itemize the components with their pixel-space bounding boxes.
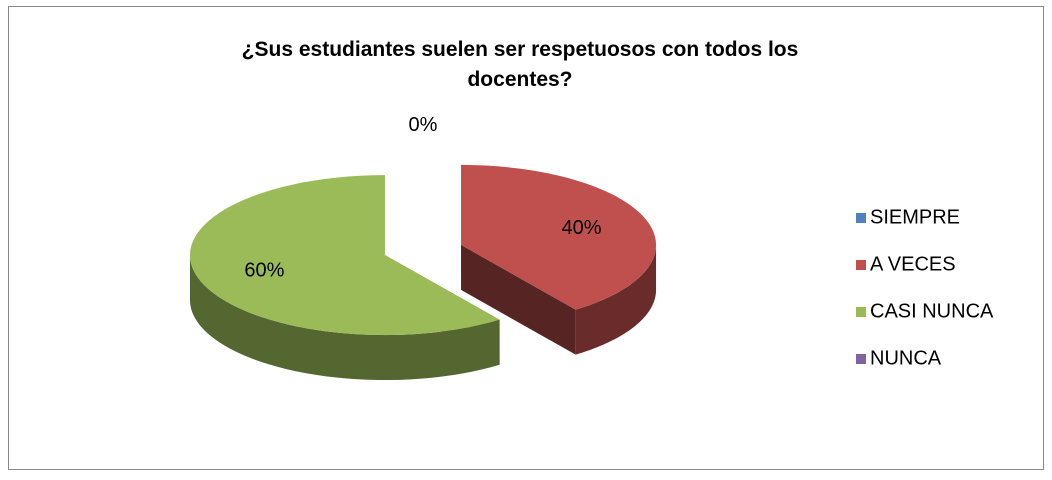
data-label: 60% bbox=[244, 259, 284, 281]
legend-swatch bbox=[856, 213, 866, 223]
slice-wall bbox=[189, 255, 500, 381]
legend-swatch bbox=[856, 354, 866, 364]
pie-tops bbox=[189, 164, 656, 336]
plot: 0% 40% 60% bbox=[189, 114, 657, 381]
slice-edge bbox=[461, 244, 576, 355]
data-label: 0% bbox=[409, 114, 438, 136]
legend-swatch bbox=[856, 307, 866, 317]
legend-label: CASI NUNCA bbox=[870, 300, 994, 322]
pie-labels: 0% 40% 60% bbox=[244, 114, 601, 282]
legend-label: A VECES bbox=[870, 253, 956, 275]
legend-label: SIEMPRE bbox=[870, 206, 960, 228]
slice-wall bbox=[575, 244, 657, 355]
slice bbox=[189, 175, 500, 336]
title-line: docentes? bbox=[467, 68, 572, 91]
legend-swatch bbox=[856, 260, 866, 270]
title-line: ¿Sus estudiantes suelen ser respetuosos … bbox=[242, 38, 799, 61]
data-label: 40% bbox=[562, 217, 602, 239]
chart-title: ¿Sus estudiantes suelen ser respetuosos … bbox=[242, 38, 799, 91]
legend-label: NUNCA bbox=[870, 347, 942, 369]
slice bbox=[461, 164, 656, 310]
